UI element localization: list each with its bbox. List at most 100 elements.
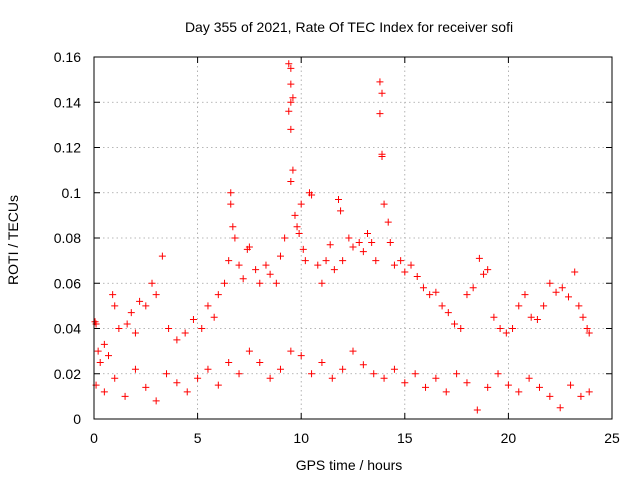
data-point: [473, 406, 481, 414]
data-point: [297, 200, 305, 208]
data-point: [484, 383, 492, 391]
data-point: [148, 279, 156, 287]
data-point: [318, 358, 326, 366]
data-point: [432, 288, 440, 296]
data-point: [401, 379, 409, 387]
data-point: [245, 347, 253, 355]
data-point: [432, 374, 440, 382]
data-point: [490, 313, 498, 321]
data-point: [285, 60, 293, 68]
data-point: [276, 365, 284, 373]
data-point: [370, 370, 378, 378]
data-point: [295, 229, 303, 237]
data-point: [397, 257, 405, 265]
y-axis-label: ROTI / TECUs: [5, 195, 21, 285]
data-point: [413, 272, 421, 280]
y-tick-labels: 0 0.02 0.04 0.06 0.08 0.1 0.12 0.14 0.16: [54, 49, 81, 427]
data-point: [571, 268, 579, 276]
x-tick-label: 20: [501, 430, 517, 446]
data-point: [287, 125, 295, 133]
data-point: [339, 257, 347, 265]
data-point: [100, 340, 108, 348]
data-point: [225, 257, 233, 265]
data-point: [276, 252, 284, 260]
data-point: [235, 261, 243, 269]
data-point: [262, 261, 270, 269]
data-point: [214, 381, 222, 389]
data-point: [221, 279, 229, 287]
data-point: [152, 291, 160, 299]
data-point: [359, 361, 367, 369]
data-point: [480, 270, 488, 278]
data-point: [210, 313, 218, 321]
data-point: [301, 257, 309, 265]
data-point: [451, 320, 459, 328]
data-point: [339, 365, 347, 373]
data-point: [502, 329, 510, 337]
data-point: [281, 234, 289, 242]
x-tick-label: 15: [397, 430, 413, 446]
x-tick-labels: 0 5 10 15 20 25: [90, 430, 620, 446]
data-point: [422, 383, 430, 391]
grid: [94, 57, 612, 419]
data-point: [194, 374, 202, 382]
data-point: [289, 94, 297, 102]
data-point: [96, 358, 104, 366]
data-point: [453, 370, 461, 378]
data-point: [525, 374, 533, 382]
data-point: [318, 279, 326, 287]
data-point: [115, 325, 123, 332]
data-point: [585, 388, 593, 396]
data-point: [378, 89, 386, 97]
y-tick-label: 0.16: [54, 49, 81, 65]
data-point: [411, 370, 419, 378]
data-point: [527, 313, 535, 321]
data-point: [289, 166, 297, 174]
data-point: [227, 200, 235, 208]
data-point: [463, 379, 471, 387]
data-point: [287, 347, 295, 355]
data-point: [355, 239, 363, 247]
data-point: [287, 177, 295, 185]
data-point: [121, 392, 129, 400]
data-point: [334, 196, 342, 204]
data-point: [546, 392, 554, 400]
data-point: [533, 315, 541, 323]
data-point: [229, 223, 237, 231]
data-point: [359, 248, 367, 256]
data-point: [457, 325, 465, 332]
data-point: [540, 302, 548, 310]
data-point: [337, 207, 345, 215]
data-point: [575, 302, 583, 310]
data-point: [189, 315, 197, 323]
data-point: [142, 302, 150, 310]
data-point: [558, 284, 566, 292]
data-point: [225, 358, 233, 366]
data-point: [173, 336, 181, 344]
data-point: [349, 347, 357, 355]
data-point: [583, 325, 591, 332]
data-point: [577, 392, 585, 400]
data-point: [127, 309, 135, 317]
chart-title: Day 355 of 2021, Rate Of TEC Index for r…: [185, 19, 513, 35]
data-point: [272, 279, 280, 287]
data-point: [378, 153, 386, 161]
data-point: [165, 325, 173, 332]
data-point: [556, 404, 564, 412]
y-tick-label: 0: [73, 411, 81, 427]
data-point: [484, 266, 492, 274]
data-point: [515, 388, 523, 396]
data-point: [419, 284, 427, 292]
data-point: [579, 313, 587, 321]
data-point: [152, 397, 160, 405]
data-point: [287, 64, 295, 72]
data-point: [376, 78, 384, 86]
data-point: [546, 279, 554, 287]
data-point: [564, 293, 572, 301]
data-point: [256, 279, 264, 287]
data-point: [297, 352, 305, 360]
data-point: [142, 383, 150, 391]
data-point: [287, 80, 295, 88]
y-tick-label: 0.06: [54, 275, 81, 291]
x-tick-label: 5: [194, 430, 202, 446]
